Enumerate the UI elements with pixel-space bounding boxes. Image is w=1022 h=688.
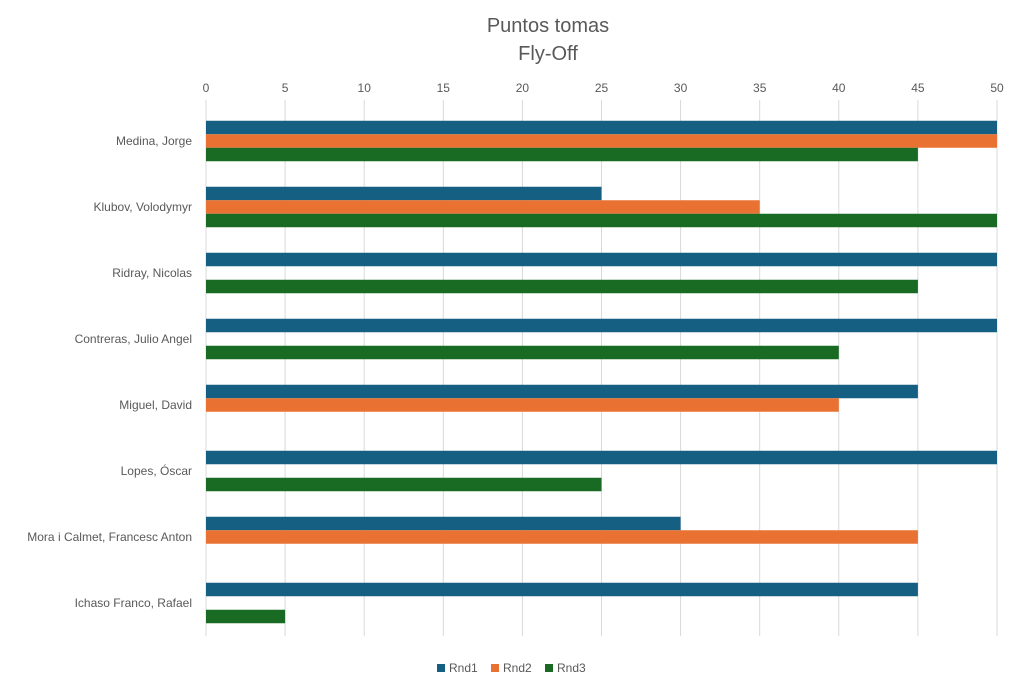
bar-rnd1 [206,186,602,201]
bar-rnd2 [206,200,760,214]
x-tick-label: 20 [516,81,530,95]
category-labels: Medina, Jorge Klubov, Volodymyr Ridray, Ni… [27,134,192,610]
bar-rnd1 [206,582,918,597]
bar-rnd3 [206,213,997,228]
chart-title: Puntos tomas [487,15,609,37]
bar-rnd1 [206,384,918,399]
bar-rnd3 [206,477,602,492]
chart-subtitle: Fly-Off [518,43,578,65]
bar-rnd1 [206,516,681,531]
x-tick-label: 45 [911,81,925,95]
x-tick-label: 30 [674,81,688,95]
x-tick-label: 10 [358,81,372,95]
category-label: Klubov, Volodymyr [94,200,193,214]
legend-label: Rnd3 [557,661,586,675]
x-tick-label: 25 [595,81,609,95]
category-label: Ridray, Nicolas [112,266,192,280]
bar-rnd3 [206,147,918,162]
bar-rnd3 [206,345,839,360]
legend-swatch-rnd3 [545,664,553,672]
bar-rnd3 [206,279,918,294]
x-tick-label: 50 [990,81,1004,95]
legend-label: Rnd1 [449,661,478,675]
bar-rnd1 [206,120,997,135]
bar-rnd1 [206,318,997,333]
x-tick-label: 15 [437,81,451,95]
bar-rnd1 [206,450,997,465]
bar-rnd3 [206,609,286,624]
legend-label: Rnd2 [503,661,532,675]
legend-swatch-rnd2 [491,664,499,672]
category-label: Medina, Jorge [116,134,192,148]
x-tick-label: 40 [832,81,846,95]
bar-rnd2 [206,530,918,544]
bar-rnd2 [206,134,997,148]
legend: Rnd1 Rnd2 Rnd3 [437,661,586,675]
x-tick-label: 0 [203,81,210,95]
x-tick-label: 35 [753,81,767,95]
bar-rnd1 [206,252,997,267]
x-axis-ticks: 0 5 10 15 20 25 30 35 40 45 50 [203,81,1004,95]
category-label: Ichaso Franco, Rafael [75,596,192,610]
bar-rnd2 [206,398,839,412]
legend-swatch-rnd1 [437,664,445,672]
gridlines [205,100,998,636]
category-label: Miguel, David [119,398,192,412]
bars [206,120,997,624]
x-tick-label: 5 [282,81,289,95]
category-label: Lopes, Óscar [121,463,192,478]
category-label: Mora i Calmet, Francesc Anton [27,530,192,544]
category-label: Contreras, Julio Angel [75,332,192,346]
